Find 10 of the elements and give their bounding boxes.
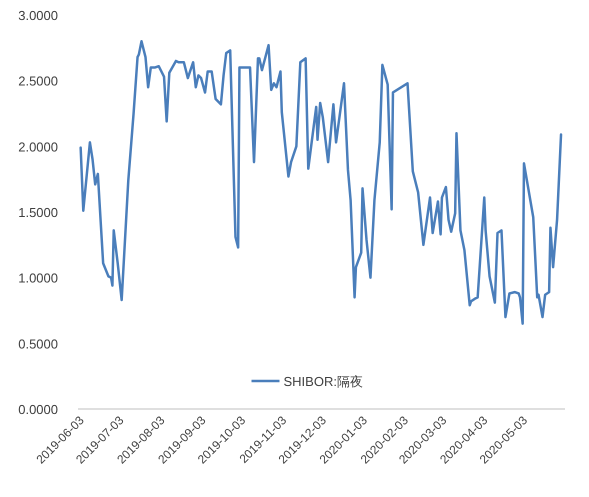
y-tick-label: 2.0000 [18, 139, 58, 154]
line-series [79, 40, 562, 325]
legend-label: SHIBOR:隔夜 [284, 374, 363, 389]
y-tick-label: 2.5000 [18, 74, 58, 89]
y-tick-label: 1.5000 [18, 205, 58, 220]
y-tick-label: 1.0000 [18, 270, 58, 286]
y-tick-label: 3.0000 [18, 8, 58, 23]
y-tick-label: 0.5000 [18, 336, 58, 352]
legend: SHIBOR:隔夜 [252, 374, 363, 389]
y-tick-label: 0.0000 [18, 402, 58, 417]
